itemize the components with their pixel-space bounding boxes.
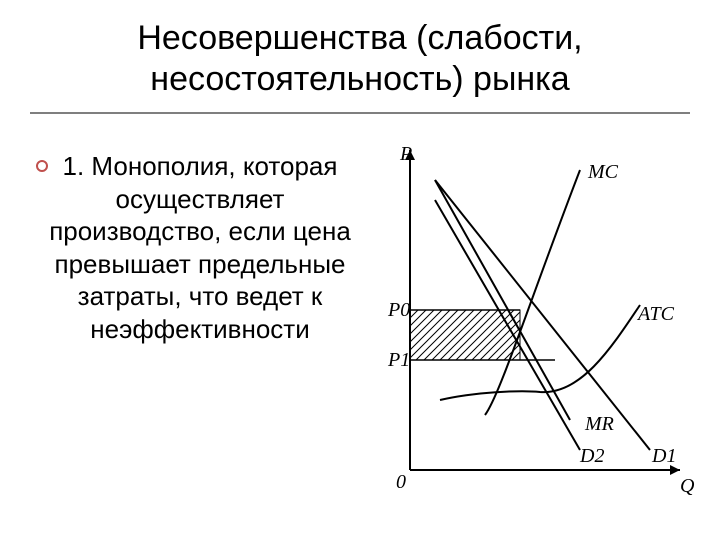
slide-title: Несовершенства (слабости, несостоятельно…	[60, 18, 660, 100]
slide: Несовершенства (слабости, несостоятельно…	[0, 0, 720, 540]
bullet-content: Монополия, которая осуществляет производ…	[49, 151, 351, 344]
svg-text:P1: P1	[387, 349, 410, 371]
svg-text:P: P	[399, 143, 412, 165]
bullet-icon	[36, 160, 48, 172]
body-text: 1. Монополия, которая осуществляет произ…	[40, 150, 360, 345]
svg-text:MC: MC	[587, 161, 619, 183]
svg-text:Q: Q	[680, 475, 695, 497]
svg-text:D2: D2	[579, 445, 604, 467]
svg-text:ATC: ATC	[636, 303, 675, 325]
title-underline	[30, 112, 690, 114]
svg-text:0: 0	[396, 471, 406, 493]
svg-text:P0: P0	[387, 299, 410, 321]
svg-text:D1: D1	[651, 445, 676, 467]
monopoly-chart: P0 P1 MC ATC D1 D2 MR 0 P Q	[380, 140, 700, 500]
bullet-number: 1.	[63, 151, 85, 181]
svg-text:MR: MR	[584, 413, 614, 435]
